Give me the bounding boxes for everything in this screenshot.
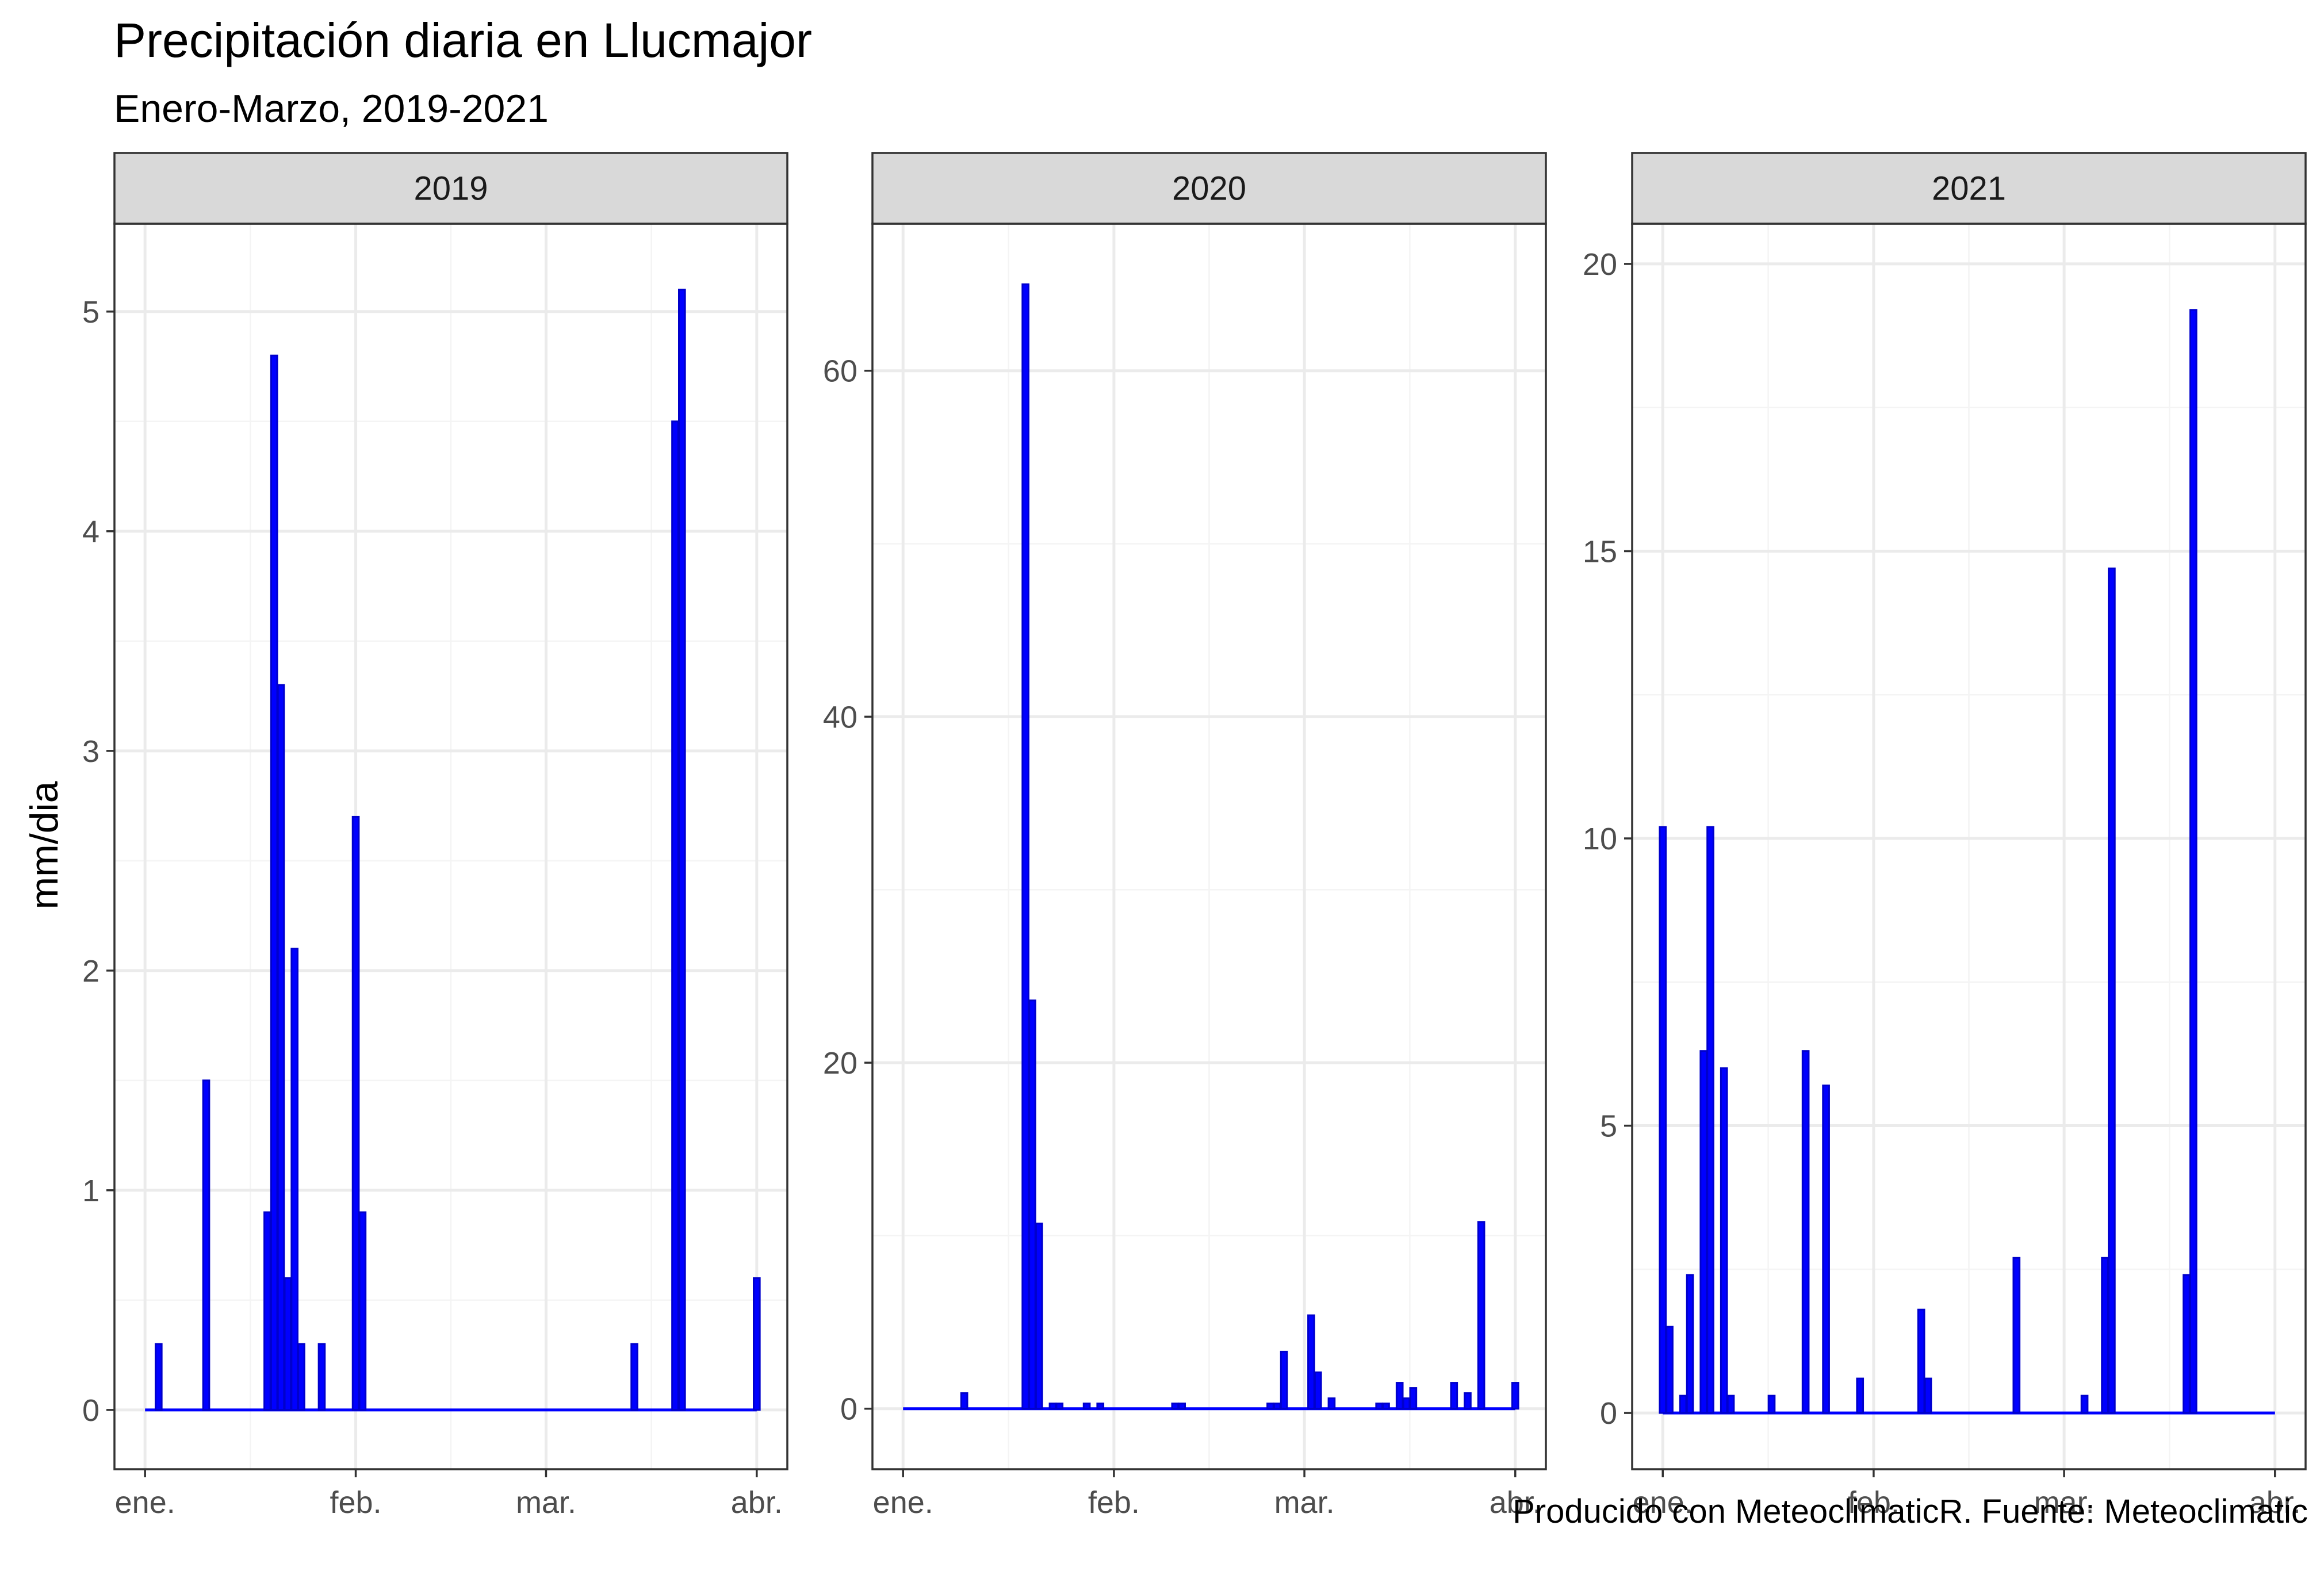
bar-2021-2021-01-22 (1801, 1050, 1810, 1414)
bar-2021-2021-01-25 (1822, 1085, 1830, 1414)
y-tick-label: 15 (1583, 534, 1617, 569)
x-tick-label: feb. (1088, 1485, 1140, 1520)
x-tick-label: abr. (1490, 1485, 1541, 1520)
bar-2020-2020-01-30 (1096, 1403, 1105, 1410)
bar-2019-2019-01-23 (290, 948, 299, 1411)
bar-2020-2020-03-15 (1402, 1397, 1411, 1410)
facet-label-2021: 2021 (1932, 170, 2006, 208)
bar-2021-2021-02-08 (1917, 1308, 1925, 1414)
y-tick-label: 5 (82, 295, 99, 330)
x-tick-label: abr. (2249, 1485, 2301, 1520)
y-tick-label: 1 (82, 1174, 99, 1208)
bar-2020-2020-02-25 (1273, 1403, 1281, 1410)
y-tick-label: 0 (82, 1393, 99, 1428)
bar-2020-2020-02-11 (1178, 1403, 1186, 1410)
bar-2020-2020-02-24 (1266, 1403, 1274, 1410)
bar-2021-2021-01-30 (1856, 1377, 1864, 1414)
bar-2019-2019-01-27 (317, 1343, 326, 1411)
bar-2019-2019-01-10 (202, 1079, 210, 1411)
bar-2019-2019-03-14 (630, 1343, 638, 1411)
bar-2019-2019-03-20 (671, 420, 679, 1411)
facet-strip-2019 (113, 152, 788, 225)
bar-2021-2021-01-11 (1726, 1394, 1735, 1414)
x-tick-label: mar. (1274, 1485, 1335, 1520)
bar-2021-2021-01-02 (1666, 1325, 1674, 1414)
x-tick-label: ene. (115, 1485, 175, 1520)
chart-caption: Producido con MeteoclimaticR. Fuente: Me… (1513, 1493, 2308, 1530)
bar-2020-2020-02-10 (1171, 1403, 1180, 1410)
bar-2021-2021-02-22 (2012, 1256, 2021, 1414)
bar-2019-2019-04-01 (753, 1277, 761, 1411)
y-axis-label: mm/dia (22, 781, 66, 909)
bar-2019-2019-01-21 (277, 684, 285, 1411)
bar-2021-2021-03-04 (2080, 1394, 2089, 1414)
x-tick-label: mar. (2034, 1485, 2095, 1520)
bar-2020-2020-01-28 (1082, 1403, 1091, 1410)
chart-title: Precipitación diaria en Llucmajor (114, 13, 812, 67)
bar-2020-2020-03-24 (1464, 1392, 1472, 1410)
bar-2020-2020-03-22 (1450, 1382, 1458, 1410)
bar-2019-2019-01-20 (270, 354, 278, 1411)
y-tick-label: 0 (1600, 1396, 1617, 1431)
bar-2019-2019-01-24 (297, 1343, 305, 1411)
x-tick-label: feb. (1848, 1485, 1900, 1520)
bar-2020-2020-03-31 (1511, 1382, 1519, 1410)
y-tick-label: 60 (823, 354, 857, 389)
bar-2019-2019-01-19 (263, 1211, 271, 1411)
x-tick-label: feb. (330, 1485, 382, 1520)
bar-2021-2021-01-01 (1659, 826, 1667, 1414)
bar-2021-2021-02-09 (1924, 1377, 1932, 1414)
x-tick-label: mar. (516, 1485, 576, 1520)
bar-2019-2019-01-03 (155, 1343, 163, 1411)
bar-2020-2020-01-23 (1048, 1403, 1057, 1410)
facet-label-2020: 2020 (1172, 170, 1246, 208)
bar-2021-2021-03-08 (2108, 567, 2116, 1414)
x-tick-label: ene. (873, 1485, 933, 1520)
x-tick-label: abr. (731, 1485, 783, 1520)
y-tick-label: 2 (82, 954, 99, 989)
bar-2020-2020-01-19 (1021, 283, 1029, 1410)
x-tick-label: ene. (1633, 1485, 1693, 1520)
facet-strip-2021 (1631, 152, 2307, 225)
bar-2019-2019-01-22 (284, 1277, 292, 1411)
y-tick-label: 4 (82, 515, 99, 549)
y-tick-label: 5 (1600, 1109, 1617, 1144)
bar-2021-2021-03-19 (2183, 1274, 2191, 1414)
bar-2020-2020-02-26 (1280, 1350, 1288, 1410)
bar-2020-2020-01-21 (1035, 1223, 1043, 1410)
y-tick-label: 0 (840, 1392, 857, 1427)
bar-2020-2020-03-14 (1395, 1382, 1404, 1410)
bar-2021-2021-01-10 (1720, 1067, 1728, 1414)
bar-2020-2020-03-26 (1477, 1221, 1485, 1410)
bar-2019-2019-02-02 (358, 1211, 367, 1411)
bar-2021-2021-03-20 (2189, 309, 2197, 1414)
bar-2021-2021-01-04 (1679, 1394, 1687, 1414)
y-tick-label: 10 (1583, 822, 1617, 856)
bar-2020-2020-01-24 (1055, 1403, 1064, 1410)
bar-2021-2021-01-17 (1767, 1394, 1776, 1414)
bar-2020-2020-03-16 (1409, 1387, 1418, 1410)
bar-2020-2020-03-11 (1375, 1403, 1384, 1410)
y-tick-label: 3 (82, 734, 99, 769)
y-tick-label: 20 (1583, 247, 1617, 282)
bar-2020-2020-03-02 (1314, 1371, 1322, 1410)
bar-2021-2021-01-07 (1699, 1050, 1708, 1414)
y-tick-label: 20 (823, 1046, 857, 1081)
bar-2021-2021-01-08 (1706, 826, 1714, 1414)
bar-2020-2020-03-01 (1307, 1314, 1315, 1410)
chart-subtitle: Enero-Marzo, 2019-2021 (114, 87, 549, 131)
bar-2021-2021-03-07 (2101, 1256, 2109, 1414)
bar-2020-2020-01-20 (1028, 999, 1036, 1410)
y-tick-label: 40 (823, 700, 857, 734)
facet-label-2019: 2019 (414, 170, 488, 208)
bar-2020-2020-03-12 (1382, 1403, 1390, 1410)
bar-2021-2021-01-05 (1686, 1274, 1694, 1414)
bar-2020-2020-01-10 (960, 1392, 968, 1410)
bar-2020-2020-03-04 (1327, 1397, 1336, 1410)
bar-2019-2019-03-21 (678, 289, 686, 1411)
bar-2019-2019-02-01 (351, 815, 360, 1411)
facet-strip-2020 (871, 152, 1547, 225)
